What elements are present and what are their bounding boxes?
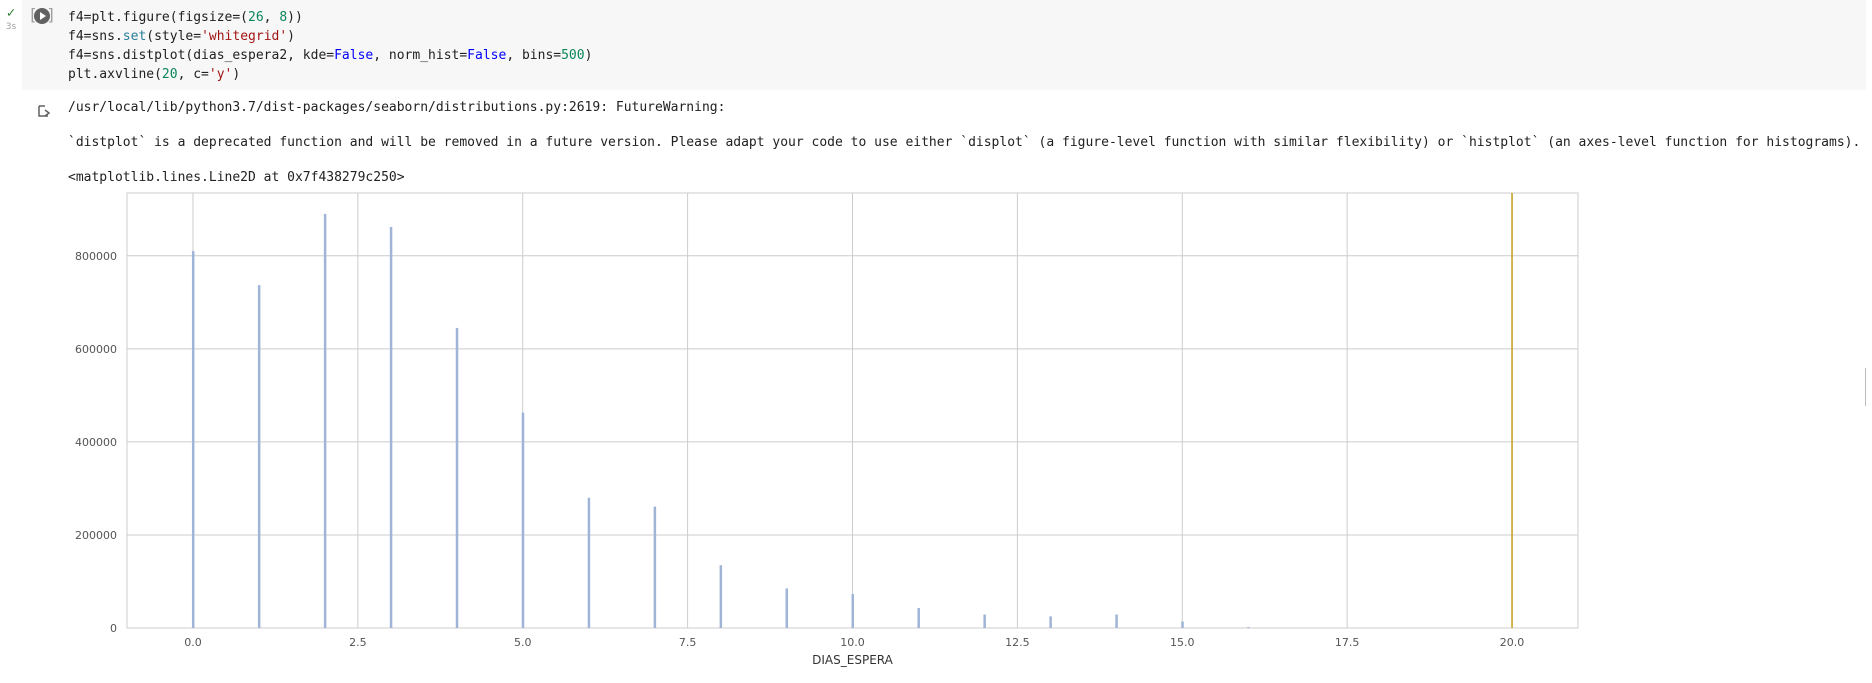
histogram-bar [323,213,327,628]
histogram-bar [191,251,195,628]
code-line: f4=plt.figure(figsize=(26, 8)) [68,8,592,27]
warning-message: `distplot` is a deprecated function and … [68,135,1861,150]
code-token: set [122,29,147,44]
code-editor[interactable]: f4=plt.figure(figsize=(26, 8)) f4=sns.set… [68,8,592,84]
bracket-right: ] [46,5,56,24]
code-line: f4=sns.distplot(dias_espera2, kde=False,… [68,46,592,65]
y-tick-label: 200000 [75,529,117,542]
histogram-bar [587,497,591,628]
y-tick-label: 400000 [75,436,117,449]
histogram-bar [455,327,459,628]
x-tick-label: 10.0 [840,636,865,649]
code-token: False [334,48,374,63]
code-token: 20 [161,67,178,82]
y-tick-label: 0 [110,622,117,635]
x-axis-label: DIAS_ESPERA [812,653,893,667]
code-token: 500 [561,48,585,63]
play-icon[interactable] [34,8,50,24]
code-cell[interactable] [22,0,1866,90]
code-token: 26 [248,10,264,25]
x-tick-label: 0.0 [184,636,202,649]
code-line: f4=sns.set(style='whitegrid') [68,27,592,46]
histogram-bar [785,588,789,628]
code-token: f4=plt.figure(figsize=( [68,10,249,25]
code-line: plt.axvline(20, c='y') [68,65,592,84]
code-token: f4=sns. [68,29,123,44]
y-tick-label: 600000 [75,343,117,356]
histogram-bar [851,594,854,628]
code-token: 8 [279,10,288,25]
code-token: , c= [177,67,209,82]
run-cell-control[interactable]: [ ] [28,5,56,27]
histogram-bar [917,607,920,628]
histogram-bar [521,412,525,628]
code-token: (style= [146,29,202,44]
warning-path: /usr/local/lib/python3.7/dist-packages/s… [68,100,726,115]
x-tick-label: 7.5 [679,636,697,649]
histogram-bar [983,614,986,628]
code-token: ) [287,29,295,44]
y-tick-label: 800000 [75,250,117,263]
x-tick-label: 20.0 [1500,636,1525,649]
x-tick-label: 2.5 [349,636,367,649]
code-token: f4=sns.distplot(dias_espera2, kde= [68,48,335,63]
histogram-bar [1115,614,1118,628]
code-token: 'whitegrid' [201,29,288,44]
code-token: , bins= [506,48,562,63]
histogram-bar [389,226,393,628]
histogram-bar [1247,627,1250,628]
check-icon: ✓ [6,5,16,21]
histogram-bar [1049,616,1052,628]
execution-duration: 3s [5,22,17,32]
x-tick-label: 17.5 [1335,636,1360,649]
code-token: False [467,48,507,63]
line2d-repr: <matplotlib.lines.Line2D at 0x7f438279c2… [68,170,405,185]
bracket-left: [ [28,5,38,24]
code-token: , norm_hist= [373,48,468,63]
cell-status: ✓ 3s [0,6,22,32]
code-token: ) [232,67,241,82]
histogram-bar [653,506,657,628]
code-token: 'y' [208,67,233,82]
x-tick-label: 5.0 [514,636,532,649]
scrollbar-marker[interactable] [1865,368,1872,406]
output-arrow-icon [38,105,51,117]
histogram-bar [1181,621,1184,628]
code-token: , [263,10,280,25]
code-token: ) [584,48,593,63]
x-tick-label: 15.0 [1170,636,1195,649]
code-token: plt.axvline( [68,67,162,82]
histogram-bar [257,285,261,628]
x-tick-label: 12.5 [1005,636,1030,649]
histogram-bar [719,565,723,628]
code-token: )) [287,10,303,25]
